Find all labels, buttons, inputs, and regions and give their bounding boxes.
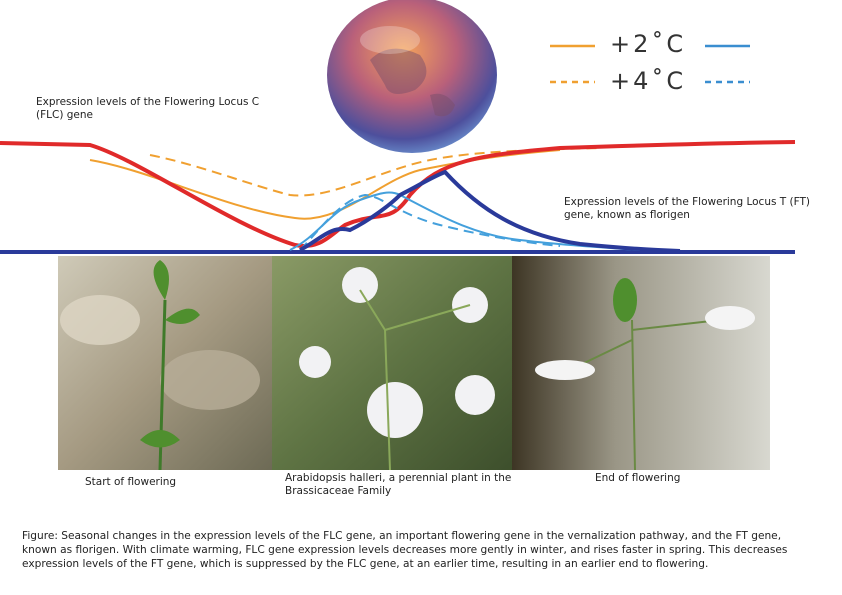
flc-label: Expression levels of the Flowering Locus…: [36, 96, 260, 121]
legend-lines: [550, 44, 750, 84]
figure-caption: Figure: Seasonal changes in the expressi…: [22, 530, 788, 570]
photos: [58, 256, 770, 471]
globe: [327, 0, 497, 153]
photo-caption: End of flowering: [595, 472, 681, 484]
photo-caption: Arabidopsis halleri, a perennial plant i…: [285, 472, 512, 497]
ft-label: Expression levels of the Flowering Locus…: [564, 196, 810, 221]
curves: [0, 140, 796, 254]
photo-caption: Start of flowering: [85, 476, 177, 488]
legend-label: +2˚C: [610, 30, 687, 58]
legend-label: +4˚C: [610, 67, 687, 95]
